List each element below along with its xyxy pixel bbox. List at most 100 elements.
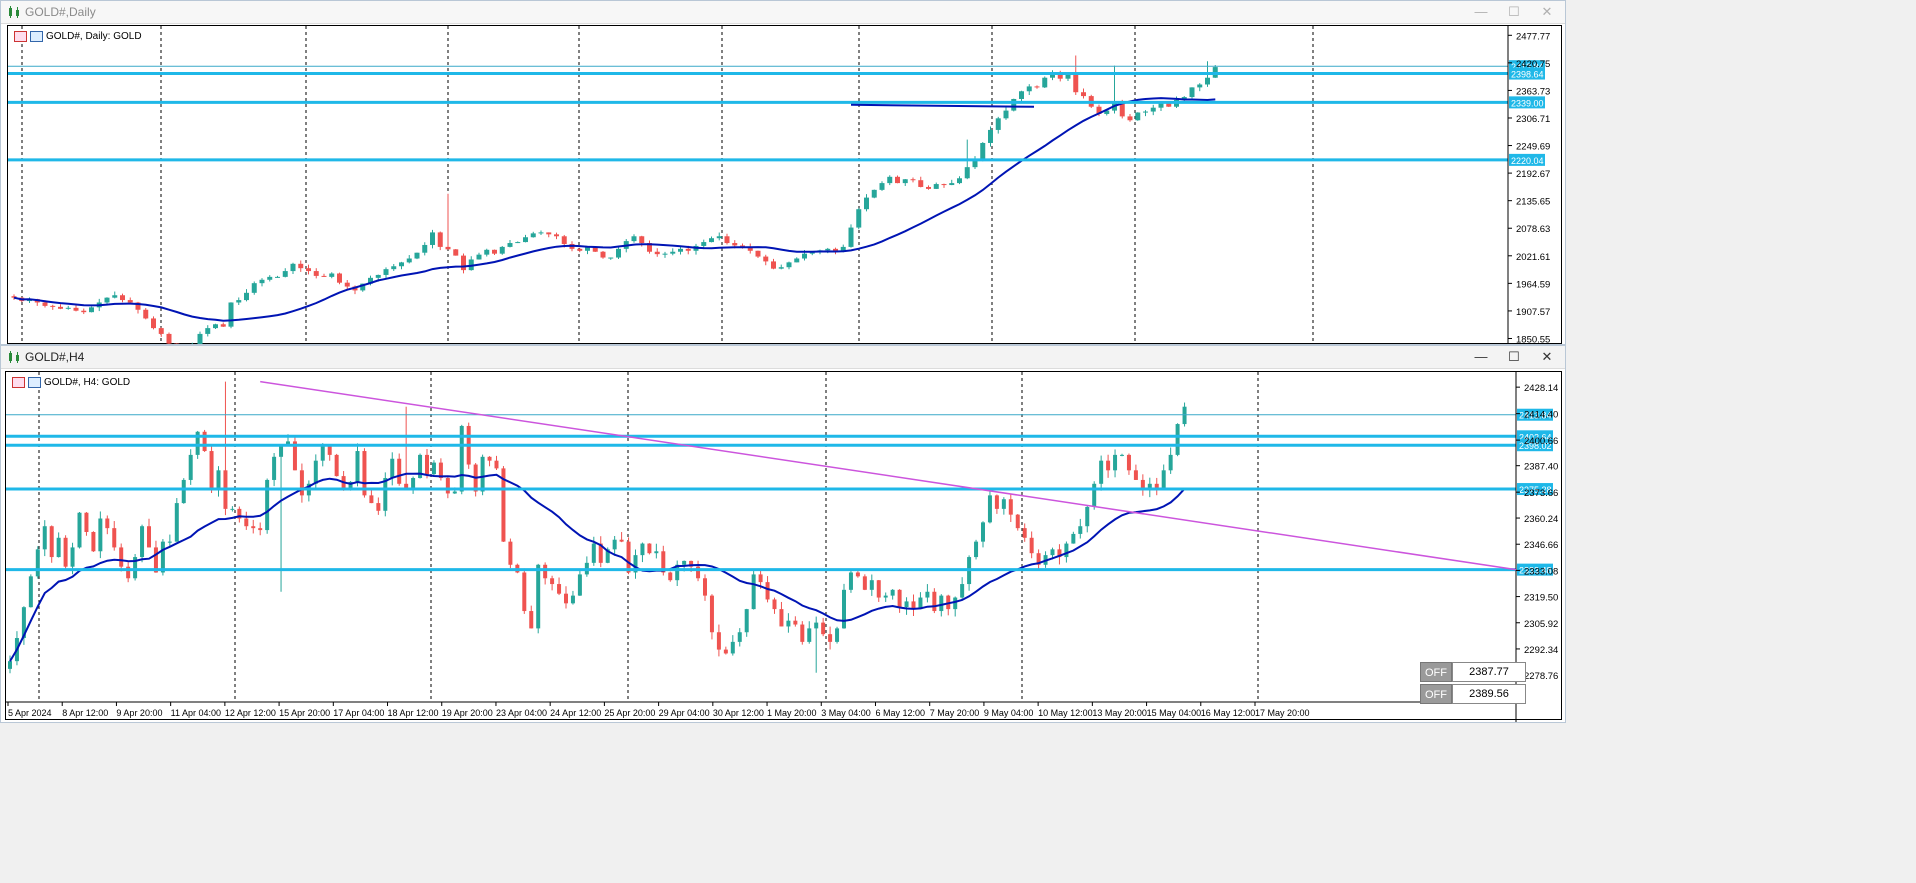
h4-header-text: GOLD#, H4: GOLD: [44, 377, 131, 388]
candle-body: [1085, 506, 1090, 527]
close-button[interactable]: ✕: [1541, 4, 1553, 19]
candle-body: [499, 246, 505, 254]
symbol-icon[interactable]: [30, 31, 43, 42]
candle-body: [550, 578, 555, 585]
candle-body: [195, 431, 200, 455]
candle-body: [28, 576, 33, 608]
time-tick-label: 15 Apr 20:00: [279, 708, 330, 718]
candle-body: [988, 129, 993, 143]
candle-body: [995, 118, 1001, 130]
close-button[interactable]: ✕: [1541, 349, 1553, 364]
candle-body: [1026, 86, 1032, 92]
time-tick-label: 1 May 20:00: [767, 708, 817, 718]
candle-body: [453, 249, 459, 256]
daily-chart-window[interactable]: GOLD#,Daily — ☐ ✕ 2413.84 2398.64 2339.00 2…: [0, 0, 1566, 345]
symbol-icon[interactable]: [28, 377, 41, 388]
candle-body: [747, 246, 753, 251]
candle-body: [1168, 454, 1173, 471]
candle-body: [723, 649, 728, 654]
chart-menu-icon[interactable]: [12, 377, 25, 388]
candle-body: [1113, 454, 1118, 471]
h4-chart-area[interactable]: 2413.84 2402.64 2398.02 2375.28 2333.48 2428.…: [5, 371, 1562, 722]
price-tick-label: 2477.77: [1516, 31, 1550, 42]
candle-body: [876, 580, 881, 598]
candle-body: [835, 628, 840, 642]
candle-body: [1182, 406, 1187, 425]
candle-body: [1050, 73, 1055, 78]
candle-body: [871, 189, 877, 198]
candle-body: [964, 167, 970, 179]
time-tick-label: 9 Apr 20:00: [116, 708, 162, 718]
candle-body: [879, 183, 885, 190]
candle-body: [368, 277, 373, 284]
off-row: OFF 2387.77: [1420, 662, 1526, 682]
candle-body: [883, 595, 888, 598]
candle-body: [445, 246, 451, 250]
candle-body: [135, 302, 141, 310]
off-panel: OFF 2387.77 OFF 2389.56: [1420, 662, 1526, 706]
candle-body: [585, 246, 590, 251]
candle-body: [237, 508, 242, 519]
candle-body: [895, 176, 900, 184]
price-tick-label: 2292.34: [1524, 645, 1558, 656]
price-tick-label: 1964.59: [1516, 279, 1550, 290]
minimize-button[interactable]: —: [1474, 349, 1488, 364]
candle-body: [104, 297, 110, 303]
candle-body: [902, 179, 908, 184]
daily-titlebar[interactable]: GOLD#,Daily — ☐ ✕: [1, 1, 1565, 24]
minimize-button[interactable]: —: [1474, 4, 1488, 19]
candle-body: [709, 595, 714, 633]
candle-body: [143, 309, 149, 319]
candle-body: [209, 451, 214, 490]
time-tick-label: 17 Apr 04:00: [333, 708, 384, 718]
candle-body: [862, 576, 867, 590]
off-button[interactable]: OFF: [1420, 684, 1452, 704]
candle-body: [267, 276, 273, 280]
off-value[interactable]: 2387.77: [1452, 662, 1526, 682]
candle-body: [703, 578, 707, 596]
candle-body: [414, 252, 420, 259]
off-row: OFF 2389.56: [1420, 684, 1526, 704]
candle-body: [244, 292, 249, 301]
price-tick-label: 1850.55: [1516, 334, 1550, 345]
candle-body: [418, 454, 423, 479]
candle-body: [732, 243, 738, 246]
candle-body: [290, 263, 296, 272]
candle-body: [561, 236, 567, 245]
candle-body: [1197, 84, 1203, 88]
candle-body: [174, 503, 179, 542]
candle-body: [147, 526, 151, 548]
candle-body: [1205, 77, 1210, 85]
candle-body: [855, 572, 860, 577]
time-tick-label: 24 Apr 12:00: [550, 708, 601, 718]
candle-body: [771, 261, 776, 269]
candle-body: [825, 248, 831, 251]
price-level-label: 2398.64: [1511, 70, 1544, 80]
daily-chart-area[interactable]: 2413.84 2398.64 2339.00 2220.04 2477.77 2420.…: [7, 25, 1562, 344]
candle-body: [654, 251, 660, 255]
chart-menu-icon[interactable]: [14, 31, 27, 42]
candle-body: [158, 328, 164, 334]
maximize-button[interactable]: ☐: [1508, 349, 1520, 364]
candle-body: [809, 251, 815, 254]
candle-body: [236, 300, 242, 303]
candle-body: [654, 551, 659, 554]
off-value[interactable]: 2389.56: [1452, 684, 1526, 704]
candle-body: [1081, 92, 1086, 97]
h4-chart-window[interactable]: GOLD#,H4 — ☐ ✕ 2413.84 2402.64 2398.02 2375…: [0, 345, 1566, 723]
candle-body: [546, 232, 552, 235]
maximize-button[interactable]: ☐: [1508, 4, 1520, 19]
candle-body: [272, 456, 277, 480]
off-button[interactable]: OFF: [1420, 662, 1452, 682]
price-tick-label: 2360.24: [1524, 514, 1558, 525]
candle-body: [11, 296, 17, 298]
candle-body: [939, 595, 944, 612]
h4-titlebar[interactable]: GOLD#,H4 — ☐ ✕: [1, 346, 1565, 369]
price-tick-label: 2373.66: [1524, 488, 1558, 499]
daily-window-title: GOLD#,Daily: [25, 5, 96, 19]
h4-window-title: GOLD#,H4: [25, 350, 85, 364]
candle-body: [685, 248, 691, 251]
candle-body: [890, 589, 895, 596]
